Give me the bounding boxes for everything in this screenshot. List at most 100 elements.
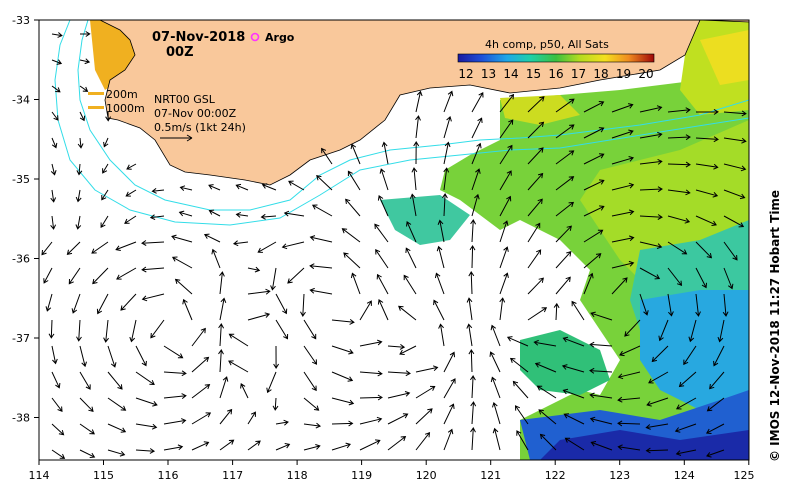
current-arrow-icon (658, 319, 669, 342)
current-arrow-icon (713, 345, 725, 367)
current-arrow-icon (101, 189, 109, 201)
current-arrow-icon (107, 371, 123, 390)
current-arrow-icon (91, 241, 109, 254)
current-vectors (41, 31, 747, 459)
current-arrow-icon (411, 167, 418, 191)
current-arrow-icon (96, 293, 109, 315)
current-arrow-icon (438, 323, 445, 347)
colorbar-tick-label: 13 (481, 67, 496, 81)
current-arrow-icon (311, 204, 333, 217)
current-arrow-icon (51, 137, 58, 149)
current-arrow-icon (240, 383, 249, 399)
current-arrow-icon (678, 371, 697, 388)
x-tick-label: 114 (29, 469, 50, 482)
current-arrow-icon (300, 293, 306, 317)
current-arrow-icon (257, 241, 277, 253)
current-arrow-icon (723, 189, 746, 200)
current-arrow-icon (208, 209, 221, 217)
current-arrow-icon (506, 336, 529, 347)
current-arrow-icon (151, 188, 165, 194)
current-arrow-icon (403, 274, 417, 295)
current-arrow-icon (469, 245, 476, 269)
current-arrow-icon (639, 267, 661, 280)
current-arrow-icon (41, 241, 53, 256)
current-arrow-icon (331, 442, 351, 451)
colorbar-ticks: 12 13 14 15 16 17 18 19 20 (458, 67, 653, 81)
current-arrow-icon (433, 299, 445, 321)
current-arrow-icon (331, 319, 355, 325)
current-arrow-icon (415, 408, 433, 425)
current-arrow-icon (92, 267, 109, 285)
current-arrow-icon (675, 397, 697, 410)
current-arrow-icon (492, 427, 501, 451)
current-arrow-icon (675, 449, 697, 456)
current-arrow-icon (723, 215, 745, 228)
current-arrow-icon (375, 249, 389, 269)
current-arrow-icon (163, 345, 184, 359)
current-arrow-icon (717, 319, 725, 343)
y-tick-label: -35 (12, 173, 30, 186)
current-arrow-icon (723, 163, 747, 172)
current-arrow-icon (100, 215, 109, 229)
y-tick-label: -37 (12, 332, 30, 345)
current-arrow-icon (266, 371, 277, 394)
current-arrow-icon (218, 323, 225, 347)
current-arrow-icon (303, 319, 317, 340)
current-arrow-icon (709, 371, 725, 390)
current-arrow-icon (247, 411, 256, 425)
current-arrow-icon (79, 423, 95, 435)
current-arrow-icon (471, 168, 481, 191)
current-arrow-icon (107, 345, 117, 368)
current-arrow-icon (490, 324, 501, 347)
current-arrow-icon (499, 220, 509, 243)
current-arrow-icon (135, 448, 156, 454)
current-arrow-icon (443, 378, 456, 399)
current-arrow-icon (667, 189, 691, 196)
current-arrow-icon (589, 392, 613, 399)
current-arrow-icon (538, 409, 557, 425)
isobath-200m-swatch (88, 92, 104, 95)
current-arrow-icon (562, 388, 585, 399)
colorbar-title: 4h comp, p50, All Sats (485, 38, 609, 51)
colorbar-tick-label: 16 (548, 67, 563, 81)
current-arrow-icon (387, 343, 406, 350)
current-arrow-icon (617, 371, 641, 380)
current-arrow-icon (163, 418, 187, 425)
current-arrow-icon (103, 319, 109, 343)
current-arrow-icon (624, 319, 641, 337)
current-arrow-icon (218, 349, 224, 373)
current-arrow-icon (499, 119, 514, 139)
current-arrow-icon (619, 345, 641, 357)
current-arrow-icon (466, 323, 473, 347)
current-arrow-icon (617, 420, 641, 427)
current-arrow-icon (695, 163, 719, 170)
current-arrow-icon (235, 211, 249, 218)
current-arrow-icon (667, 293, 674, 317)
product-name: NRT00 GSL (154, 93, 216, 106)
current-arrow-icon (723, 110, 747, 117)
current-arrow-icon (309, 287, 333, 295)
current-arrow-icon (695, 108, 719, 115)
x-tick-label: 119 (351, 469, 372, 482)
current-arrow-icon (590, 441, 613, 451)
current-arrow-icon (639, 131, 663, 139)
current-arrow-icon (51, 59, 63, 65)
current-arrow-icon (611, 129, 634, 139)
current-arrow-icon (51, 32, 63, 38)
current-arrow-icon (191, 384, 211, 399)
current-arrow-icon (399, 345, 417, 355)
current-arrow-icon (639, 158, 663, 165)
current-arrow-icon (405, 247, 417, 269)
current-arrow-icon (611, 209, 635, 217)
current-arrow-icon (688, 319, 697, 343)
current-arrow-icon (281, 241, 305, 250)
current-arrow-icon (359, 370, 383, 377)
current-arrow-icon (443, 141, 451, 165)
current-arrow-icon (345, 198, 361, 217)
current-arrow-icon (51, 423, 65, 436)
current-arrow-icon (683, 345, 697, 366)
current-arrow-icon (415, 431, 431, 451)
current-arrow-icon (674, 423, 697, 433)
current-arrow-icon (120, 293, 137, 311)
current-arrow-icon (527, 222, 541, 243)
